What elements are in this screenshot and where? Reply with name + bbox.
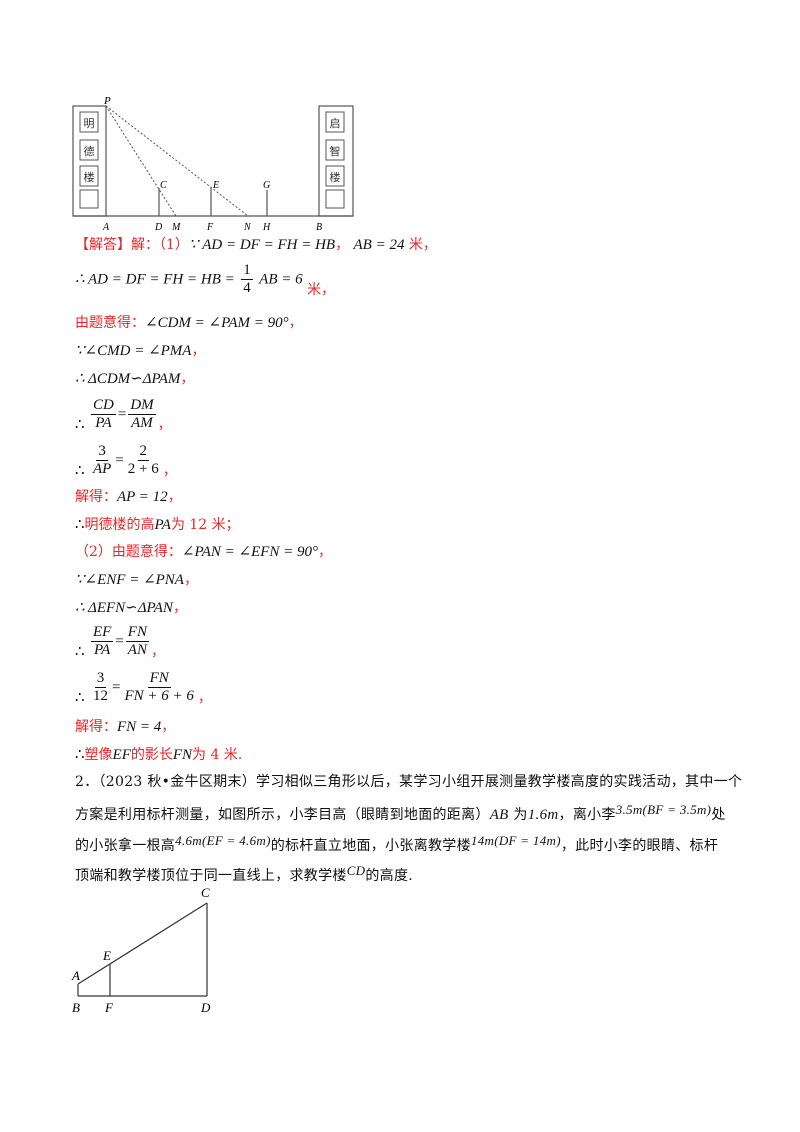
problem2-line-1: 2．（2023 秋•金牛区期末）学习相似三角形以后，某学习小组开展测量教学楼高度… [75, 774, 743, 790]
label-F2: F [104, 1000, 114, 1015]
solution-line-1: 【解答】解：（1）∵ AD = DF = FH = HB， AB = 24 米， [75, 237, 437, 253]
label-P: P [103, 95, 111, 107]
label-F: F [206, 222, 214, 233]
solution-line-16: ∴塑像EF的影长FN为 4 米. [75, 747, 243, 763]
label-E: E [212, 180, 219, 191]
problem2-line-4: 顶端和教学楼顶位于同一直线上，求教学楼CD的高度. [75, 863, 414, 884]
solution-line-15: 解得：FN = 4， [75, 719, 176, 735]
answer-tag: 【解答】 [75, 237, 131, 253]
label-G: G [263, 180, 270, 191]
problem2-line-3: 的小张拿一根高4.6m(EF = 4.6m)的标杆直立地面，小张离教学楼14m(… [75, 833, 719, 854]
solution-line-3: 由题意得：∠CDM = ∠PAM = 90°， [75, 315, 303, 331]
solution-line-14: ∴ 3 12 = FN FN + 6 + 6， [75, 670, 212, 706]
label-N: N [243, 222, 252, 233]
problem2-line-2: 方案是利用标杆测量，如图所示，小李目高（眼睛到地面的距离）AB 为1.6m，离小… [75, 802, 726, 823]
label-B2: B [72, 1000, 80, 1015]
solution-line-11: ∵∠ENF = ∠PNA， [75, 572, 198, 588]
right-building-char-3: 楼 [330, 170, 341, 184]
solution-line-8: 解得：AP = 12， [75, 489, 182, 505]
left-building-char-3: 楼 [84, 170, 95, 184]
figure-benchmark-pole: C E A B F D [71, 885, 211, 1015]
label-D: D [154, 222, 163, 233]
solution-line-9: ∴明德楼的高PA为 12 米； [75, 517, 240, 533]
figure-buildings-shadow: 明 德 楼 启 智 楼 P A C D M E F N G H B [72, 95, 354, 233]
solution-line-5: ∴ ΔCDM∽ΔPAM， [75, 371, 195, 387]
right-building-char-2: 智 [330, 144, 341, 158]
label-C2: C [201, 885, 210, 900]
solution-line-7: ∴ 3 AP = 2 2 + 6， [75, 443, 177, 479]
solution-line-12: ∴ ΔEFN∽ΔPAN， [75, 600, 187, 616]
right-building-char-1: 启 [330, 117, 341, 130]
label-E2: E [102, 948, 111, 963]
label-H: H [262, 222, 271, 233]
solution-line-13: ∴ EF PA = FN AN， [75, 624, 165, 660]
left-building-char-1: 明 [84, 117, 95, 130]
solution-line-6: ∴ CD PA = DM AM， [75, 397, 172, 433]
label-A2: A [71, 968, 80, 983]
left-building-char-2: 德 [84, 144, 95, 158]
solution-line-4: ∵∠CMD = ∠PMA， [75, 343, 206, 359]
label-M: M [171, 222, 181, 233]
label-C: C [160, 180, 167, 191]
label-D2: D [200, 1000, 211, 1015]
label-B: B [316, 222, 322, 233]
solution-line-10: （2）由题意得：∠PAN = ∠EFN = 90°， [75, 544, 333, 560]
label-A: A [102, 222, 110, 233]
